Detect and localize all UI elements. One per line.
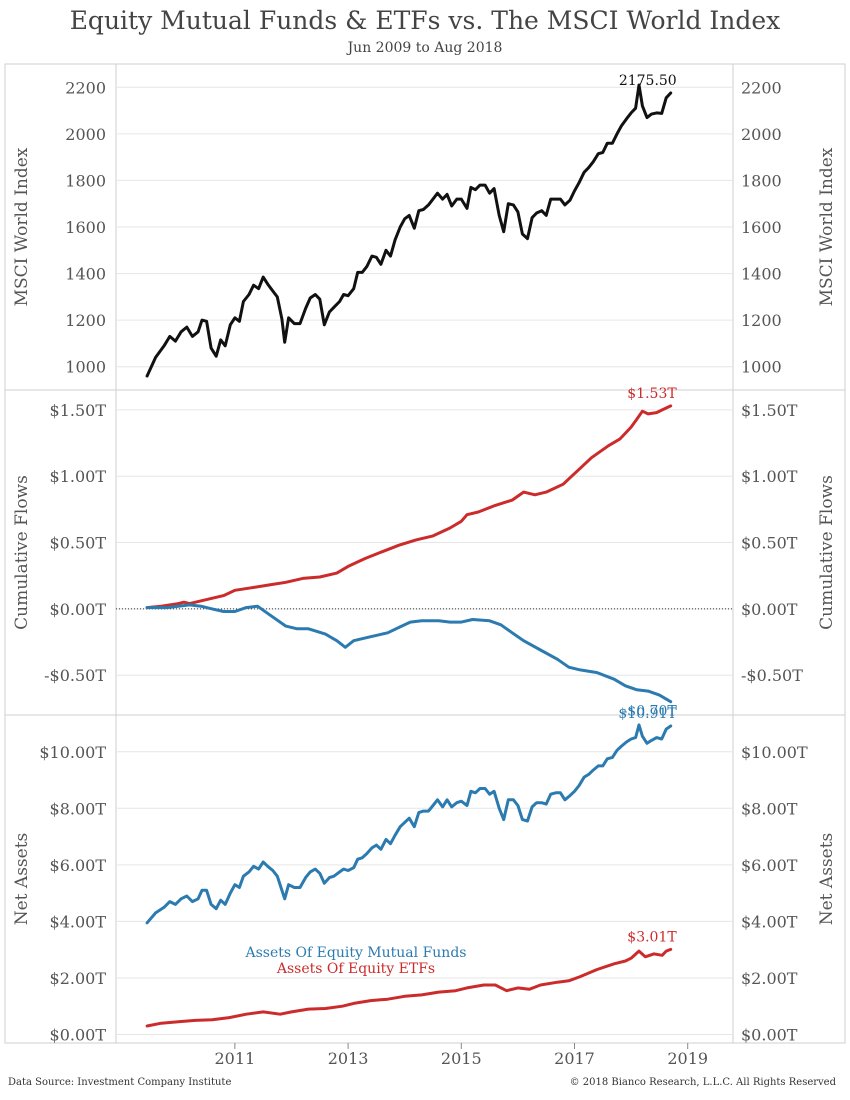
y-axis-title-left: Cumulative Flows (12, 475, 32, 630)
y-tick-label-left: $0.50T (50, 534, 107, 553)
legend-entry: Assets Of Equity ETFs (276, 961, 435, 977)
y-tick-label-right: $0.00T (741, 1026, 798, 1045)
y-tick-label-right: $4.00T (741, 912, 798, 931)
y-tick-label-right: 2000 (741, 125, 782, 144)
y-axis-title-right: MSCI World Index (817, 147, 837, 306)
y-tick-label-right: $8.00T (741, 799, 798, 818)
y-tick-label-left: $1.50T (50, 401, 107, 420)
y-tick-label-right: $1.00T (741, 467, 798, 486)
y-tick-label-left: 2200 (65, 78, 106, 97)
chart-subtitle: Jun 2009 to Aug 2018 (347, 40, 503, 56)
x-tick-label: 2011 (215, 1049, 256, 1068)
x-tick-label: 2013 (328, 1049, 369, 1068)
y-axis-title-right: Cumulative Flows (817, 475, 837, 630)
end-value-label: $10.91T (618, 706, 677, 722)
y-tick-label-right: 1200 (741, 311, 782, 330)
series-line-mutual (145, 723, 673, 925)
y-tick-label-right: $1.50T (741, 401, 798, 420)
y-tick-label-left: $6.00T (50, 856, 107, 875)
series-line-etf (145, 404, 673, 610)
x-tick-label: 2015 (441, 1049, 482, 1068)
y-tick-label-left: $0.00T (50, 1026, 107, 1045)
panel-assets: $0.00T $0.00T $2.00T $2.00T $4.00T $4.00T $6.0… (12, 706, 837, 1044)
y-axis-title-left: Net Assets (12, 833, 32, 926)
data-source-note: Data Source: Investment Company Institut… (8, 1077, 232, 1088)
y-tick-label-right: 1400 (741, 265, 782, 284)
y-tick-label-left: 1200 (65, 311, 106, 330)
y-tick-label-right: $6.00T (741, 856, 798, 875)
panel-flows: -$0.50T -$0.50T $0.00T $0.00T $0.50T $0.50T $1… (12, 386, 837, 720)
y-tick-label-left: 1600 (65, 218, 106, 237)
y-tick-label-right: 1600 (741, 218, 782, 237)
y-tick-label-left: $2.00T (50, 969, 107, 988)
y-tick-label-right: 2200 (741, 78, 782, 97)
y-axis-title-left: MSCI World Index (12, 147, 32, 306)
y-tick-label-left: $10.00T (39, 743, 106, 762)
y-tick-label-left: $1.00T (50, 467, 107, 486)
series-line-mutual (145, 603, 673, 704)
series-line-msci (145, 83, 673, 378)
y-tick-label-left: 1800 (65, 171, 106, 190)
y-tick-label-left: $8.00T (50, 799, 107, 818)
copyright-note: © 2018 Bianco Research, L.L.C. All Right… (569, 1077, 836, 1088)
y-tick-label-right: $0.50T (741, 534, 798, 553)
x-tick-label: 2017 (554, 1049, 595, 1068)
legend-entry: Assets Of Equity Mutual Funds (245, 945, 467, 961)
y-axis-title-right: Net Assets (817, 833, 837, 926)
y-tick-label-left: 2000 (65, 125, 106, 144)
y-tick-label-right: 1000 (741, 358, 782, 377)
y-tick-label-right: -$0.50T (741, 666, 803, 685)
y-tick-label-left: $4.00T (50, 912, 107, 931)
end-value-label: $3.01T (627, 929, 677, 945)
y-tick-label-left: $0.00T (50, 600, 107, 619)
chart-frame (4, 63, 846, 1044)
y-tick-label-right: $10.00T (741, 743, 808, 762)
panel-msci: 1000 1000 1200 1200 1400 1400 1600 1600 1800 1800… (12, 73, 837, 378)
end-value-label: 2175.50 (619, 73, 677, 89)
chart-title: Equity Mutual Funds & ETFs vs. The MSCI … (69, 6, 781, 35)
y-tick-label-right: $2.00T (741, 969, 798, 988)
y-tick-label-right: $0.00T (741, 600, 798, 619)
y-tick-label-right: 1800 (741, 171, 782, 190)
y-tick-label-left: -$0.50T (44, 666, 106, 685)
y-tick-label-left: 1400 (65, 265, 106, 284)
end-value-label: -$0.70T (623, 704, 678, 720)
x-tick-label: 2019 (667, 1049, 708, 1068)
end-value-label: $1.53T (627, 386, 677, 402)
y-tick-label-left: 1000 (65, 358, 106, 377)
series-line-etf (145, 947, 673, 1028)
